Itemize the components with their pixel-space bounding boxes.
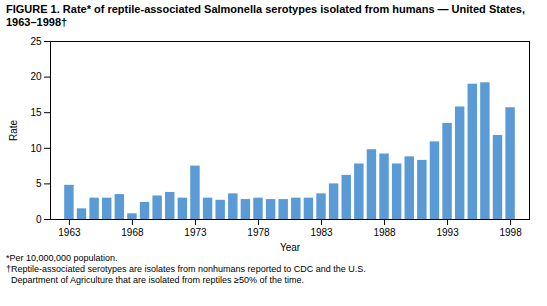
svg-text:1988: 1988 — [373, 227, 396, 238]
svg-text:25: 25 — [30, 36, 42, 47]
svg-text:1993: 1993 — [436, 227, 459, 238]
svg-text:Year: Year — [280, 242, 301, 253]
svg-text:0: 0 — [36, 214, 42, 225]
html-text:FIGURE 1. Rate* of reptile-ass: FIGURE 1. Rate* of reptile-associated Sa… — [6, 3, 525, 28]
svg-text:15: 15 — [30, 107, 42, 118]
svg-text:1983: 1983 — [310, 227, 333, 238]
svg-text:1998: 1998 — [499, 227, 522, 238]
svg-text:10: 10 — [30, 143, 42, 154]
html-text:Department of Agriculture that: Department of Agriculture that are isola… — [6, 275, 305, 285]
html-text:*Per 10,000,000 population.: *Per 10,000,000 population. — [6, 253, 118, 263]
svg-text:Rate: Rate — [8, 120, 19, 142]
svg-text:1978: 1978 — [247, 227, 270, 238]
svg-text:20: 20 — [30, 71, 42, 82]
svg-text:5: 5 — [36, 178, 42, 189]
svg-text:1968: 1968 — [121, 227, 144, 238]
svg-text:1973: 1973 — [184, 227, 207, 238]
html-text:†Reptile-associated serotypes: †Reptile-associated serotypes are isolat… — [6, 264, 366, 274]
svg-text:1963: 1963 — [58, 227, 81, 238]
